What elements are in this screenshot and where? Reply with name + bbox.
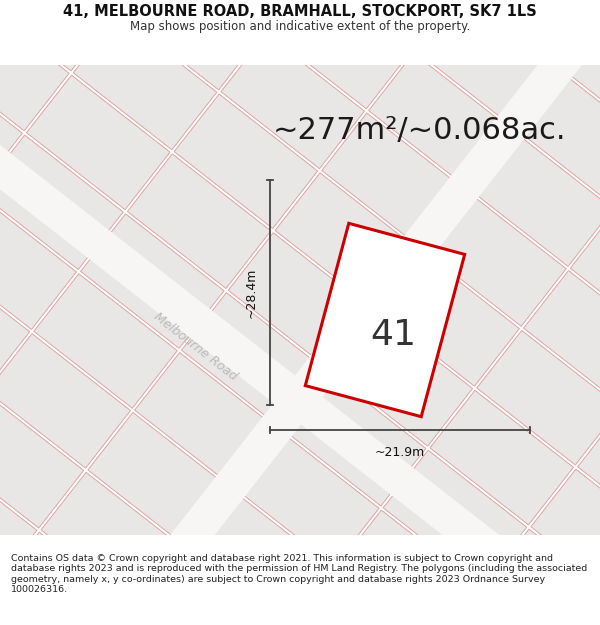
Polygon shape bbox=[41, 472, 185, 607]
Text: ~28.4m: ~28.4m bbox=[245, 268, 258, 318]
Polygon shape bbox=[322, 113, 466, 248]
Text: Melbourne Road: Melbourne Road bbox=[151, 311, 239, 384]
Polygon shape bbox=[120, 0, 263, 90]
Polygon shape bbox=[0, 135, 123, 269]
Polygon shape bbox=[531, 469, 600, 604]
Polygon shape bbox=[127, 154, 271, 288]
Polygon shape bbox=[470, 132, 600, 266]
Polygon shape bbox=[423, 192, 566, 326]
Polygon shape bbox=[0, 532, 138, 625]
Text: ~21.9m: ~21.9m bbox=[375, 446, 425, 459]
Polygon shape bbox=[80, 214, 224, 348]
Polygon shape bbox=[189, 491, 332, 625]
Polygon shape bbox=[142, 551, 286, 625]
Polygon shape bbox=[477, 331, 600, 465]
Polygon shape bbox=[283, 371, 426, 506]
Polygon shape bbox=[34, 274, 177, 408]
Polygon shape bbox=[563, 12, 600, 147]
Polygon shape bbox=[484, 529, 600, 625]
Polygon shape bbox=[571, 211, 600, 345]
Text: 41: 41 bbox=[370, 318, 416, 352]
Polygon shape bbox=[134, 352, 278, 487]
Polygon shape bbox=[95, 611, 239, 625]
Polygon shape bbox=[167, 0, 310, 30]
Polygon shape bbox=[0, 255, 29, 389]
Text: 41, MELBOURNE ROAD, BRAMHALL, STOCKPORT, SK7 1LS: 41, MELBOURNE ROAD, BRAMHALL, STOCKPORT,… bbox=[63, 4, 537, 19]
Polygon shape bbox=[368, 53, 512, 187]
Polygon shape bbox=[275, 173, 419, 308]
Polygon shape bbox=[88, 412, 232, 547]
Polygon shape bbox=[376, 252, 520, 386]
Polygon shape bbox=[0, 56, 22, 191]
Text: Map shows position and indicative extent of the property.: Map shows position and indicative extent… bbox=[130, 20, 470, 33]
Polygon shape bbox=[19, 0, 163, 11]
Polygon shape bbox=[337, 510, 480, 625]
Polygon shape bbox=[0, 394, 83, 528]
Polygon shape bbox=[106, 0, 600, 625]
Polygon shape bbox=[524, 271, 600, 405]
Polygon shape bbox=[430, 391, 574, 525]
Polygon shape bbox=[585, 608, 600, 625]
Polygon shape bbox=[228, 232, 372, 368]
Polygon shape bbox=[314, 0, 458, 49]
Polygon shape bbox=[0, 334, 130, 468]
Polygon shape bbox=[73, 15, 217, 150]
Polygon shape bbox=[174, 94, 317, 229]
Polygon shape bbox=[268, 0, 411, 109]
Polygon shape bbox=[0, 0, 69, 131]
Polygon shape bbox=[578, 409, 600, 544]
Polygon shape bbox=[236, 431, 379, 566]
Polygon shape bbox=[26, 75, 170, 209]
Polygon shape bbox=[305, 223, 464, 417]
Polygon shape bbox=[0, 72, 600, 625]
Polygon shape bbox=[181, 292, 325, 427]
Polygon shape bbox=[290, 570, 433, 625]
Polygon shape bbox=[329, 312, 473, 446]
Polygon shape bbox=[415, 0, 559, 127]
Polygon shape bbox=[517, 72, 600, 206]
Polygon shape bbox=[0, 0, 116, 71]
Polygon shape bbox=[0, 195, 76, 329]
Polygon shape bbox=[462, 0, 600, 68]
Text: ~277m²/~0.068ac.: ~277m²/~0.068ac. bbox=[273, 116, 567, 144]
Polygon shape bbox=[221, 34, 364, 169]
Polygon shape bbox=[437, 589, 581, 625]
Polygon shape bbox=[0, 453, 37, 588]
Polygon shape bbox=[383, 450, 527, 585]
Text: Contains OS data © Crown copyright and database right 2021. This information is : Contains OS data © Crown copyright and d… bbox=[11, 554, 587, 594]
